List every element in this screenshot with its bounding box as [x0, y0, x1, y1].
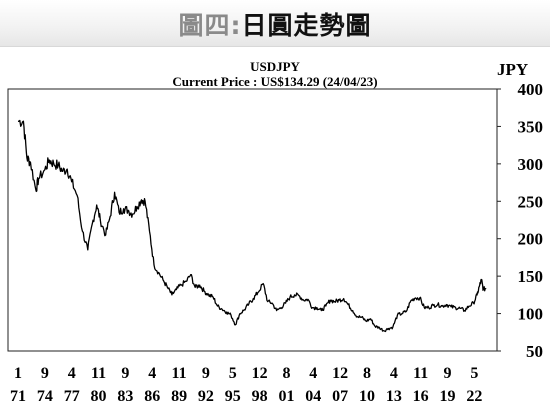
x-tick-year-label: 86 [144, 388, 160, 405]
x-tick-month-label: 5 [470, 365, 478, 382]
x-tick-year-label: 80 [91, 388, 107, 405]
x-tick-month-label: 9 [444, 365, 452, 382]
x-tick-month-label: 4 [148, 365, 156, 382]
x-tick-month-label: 9 [41, 365, 49, 382]
x-tick-year-label: 77 [64, 388, 80, 405]
y-axis-unit-label: JPY [497, 60, 529, 79]
x-tick-month-label: 4 [390, 365, 398, 382]
plot-frame [7, 88, 498, 352]
x-tick-year-label: 19 [440, 388, 456, 405]
x-tick-year-label: 92 [198, 388, 214, 405]
x-tick-year-label: 74 [37, 388, 53, 405]
x-tick-year-label: 10 [359, 388, 375, 405]
x-axis: 1719744771180983486118999259512988014041… [10, 365, 482, 405]
x-tick-month-label: 8 [282, 365, 290, 382]
x-tick-month-label: 11 [91, 365, 106, 382]
banner-prefix: 圖四: [178, 11, 242, 40]
y-axis: 50 100 150 200 250 300 350 400 [497, 80, 543, 361]
x-tick-year-label: 04 [305, 388, 321, 405]
x-tick-month-label: 11 [413, 365, 428, 382]
banner-title: 圖四:日圓走勢圖 [0, 6, 550, 42]
y-tick-label: 350 [518, 117, 544, 136]
y-tick-label: 100 [518, 305, 544, 324]
y-tick-label: 300 [518, 155, 544, 174]
banner: 圖四:日圓走勢圖 [0, 0, 550, 47]
chart-subtitle: Current Price : US$134.29 (24/04/23) [172, 74, 378, 89]
x-tick-year-label: 89 [171, 388, 187, 405]
x-tick-year-label: 22 [466, 388, 482, 405]
x-tick-year-label: 07 [332, 388, 348, 405]
x-tick-year-label: 95 [225, 388, 241, 405]
usdjpy-price-line [17, 119, 487, 333]
x-tick-year-label: 16 [413, 388, 429, 405]
x-tick-month-label: 12 [332, 365, 348, 382]
x-tick-month-label: 9 [121, 365, 129, 382]
x-tick-month-label: 9 [202, 365, 210, 382]
banner-main-title: 日圓走勢圖 [241, 11, 372, 40]
chart-title: USDJPY [250, 59, 300, 74]
x-tick-month-label: 12 [252, 365, 268, 382]
x-tick-year-label: 83 [117, 388, 133, 405]
x-tick-month-label: 11 [172, 365, 187, 382]
y-tick-label: 250 [518, 192, 544, 211]
y-tick-label: 50 [526, 342, 543, 361]
y-tick-label: 150 [518, 267, 544, 286]
x-tick-month-label: 1 [14, 365, 22, 382]
x-tick-month-label: 8 [363, 365, 371, 382]
x-tick-month-label: 5 [229, 365, 237, 382]
y-tick-label: 400 [518, 80, 544, 99]
x-tick-year-label: 13 [386, 388, 402, 405]
x-tick-year-label: 98 [252, 388, 268, 405]
x-tick-year-label: 71 [10, 388, 26, 405]
x-tick-month-label: 4 [309, 365, 317, 382]
x-tick-year-label: 01 [278, 388, 294, 405]
y-tick-label: 200 [518, 230, 544, 249]
x-tick-month-label: 4 [68, 365, 76, 382]
